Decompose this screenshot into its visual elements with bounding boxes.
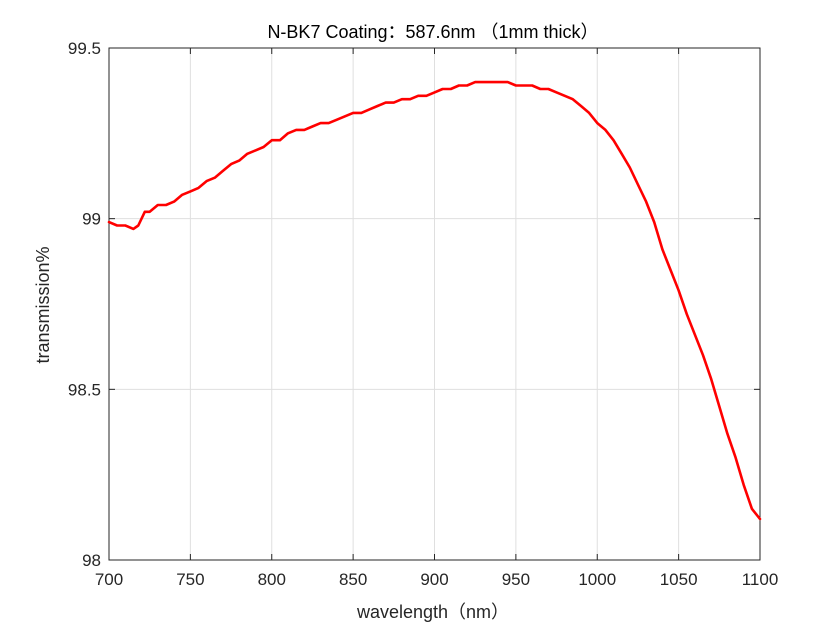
series-layer bbox=[107, 80, 762, 521]
x-tick-label: 700 bbox=[95, 570, 123, 589]
axes bbox=[108, 47, 761, 561]
x-tick-label: 950 bbox=[502, 570, 530, 589]
series-line bbox=[107, 80, 762, 521]
y-tick-label: 99 bbox=[82, 210, 101, 229]
chart-title: N-BK7 Coating：587.6nm （1mm thick） bbox=[267, 22, 598, 42]
y-tick-label: 98.5 bbox=[68, 380, 101, 399]
y-tick-label: 98 bbox=[82, 551, 101, 570]
x-tick-label: 1100 bbox=[742, 570, 779, 589]
x-tick-label: 1000 bbox=[578, 570, 616, 589]
x-tick-label: 800 bbox=[258, 570, 286, 589]
x-tick-label: 1050 bbox=[660, 570, 698, 589]
x-tick-label: 750 bbox=[176, 570, 204, 589]
y-axis-title: transmission% bbox=[33, 246, 53, 363]
plot-frame bbox=[108, 47, 761, 561]
x-axis-title: wavelength（nm） bbox=[356, 602, 509, 622]
x-tick-label: 850 bbox=[339, 570, 367, 589]
y-tick-label: 99.5 bbox=[68, 39, 101, 58]
tick-labels: 700 750 800 850 900 950 1000 1050 1100 98 98.5 99 99… bbox=[68, 39, 778, 589]
x-tick-label: 900 bbox=[420, 570, 448, 589]
